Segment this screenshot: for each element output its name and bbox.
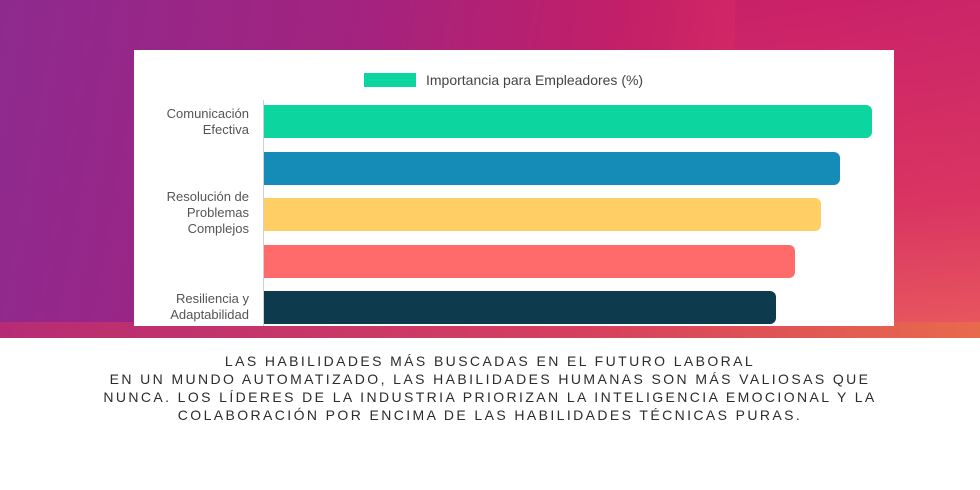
caption-body: EN UN MUNDO AUTOMATIZADO, LAS HABILIDADE… [103,371,877,423]
y-axis-line [263,100,264,326]
bar-5 [264,291,776,324]
legend-swatch [364,73,416,87]
bar-1 [264,105,872,138]
hero-bottom-strip [0,322,980,338]
category-label-5: Resiliencia y Adaptabilidad [170,291,249,322]
chart-legend: Importancia para Empleadores (%) [364,70,643,90]
category-label-1: Comunicación Efectiva [166,106,249,137]
caption: LAS HABILIDADES MÁS BUSCADAS EN EL FUTUR… [0,352,980,424]
bar-4 [264,244,796,278]
bar-2 [264,151,840,185]
category-label-3: Resolución de Problemas Complejos [166,189,249,236]
legend-label: Importancia para Empleadores (%) [426,72,644,88]
caption-title: LAS HABILIDADES MÁS BUSCADAS EN EL FUTUR… [224,353,756,369]
bar-3 [264,198,821,231]
chart-card: Importancia para Empleadores (%) Comunic… [134,50,894,326]
